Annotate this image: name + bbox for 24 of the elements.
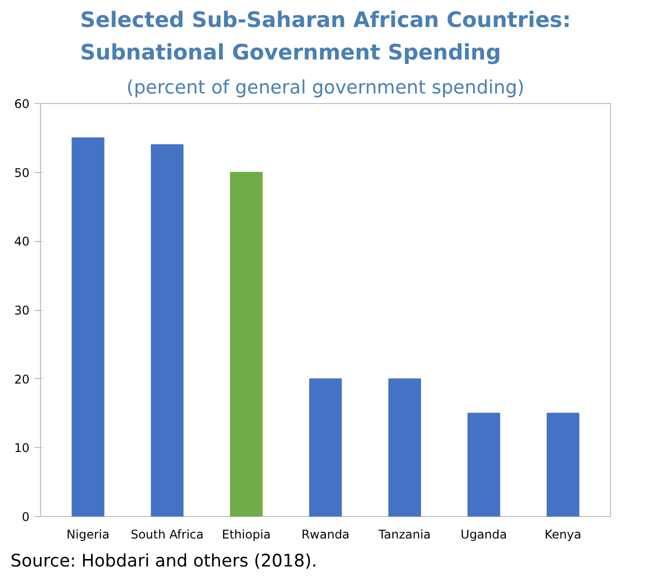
bar (72, 137, 104, 516)
y-tick-label: 20 (14, 372, 30, 386)
x-tick-label: Uganda (460, 528, 508, 542)
bar (230, 172, 263, 516)
x-tick-label: Ethiopia (222, 528, 271, 542)
bar (546, 412, 580, 516)
y-tick-label: 10 (14, 441, 30, 456)
bar (150, 144, 184, 516)
bar (388, 378, 421, 516)
bar (309, 378, 342, 516)
y-tick-label: 50 (14, 166, 30, 180)
y-tick-label: 0 (22, 510, 30, 524)
chart-subtitle: (percent of general government spending) (126, 78, 524, 98)
y-tick-label: 40 (14, 234, 30, 249)
chart-title: Selected Sub-Saharan African Countries: Subnational Government Spending (80, 8, 571, 66)
y-tick-label: 30 (14, 304, 30, 318)
x-tick-label: Nigeria (66, 528, 110, 542)
x-tick-label: Rwanda (301, 528, 350, 542)
x-tick-label: Tanzania (378, 528, 431, 542)
y-tick-label: 60 (14, 97, 30, 111)
source-note: Source: Hobdari and others (2018). (10, 552, 317, 572)
x-tick-label: South Africa (130, 528, 204, 542)
x-tick-label: Kenya (544, 528, 582, 542)
bar (468, 412, 500, 516)
